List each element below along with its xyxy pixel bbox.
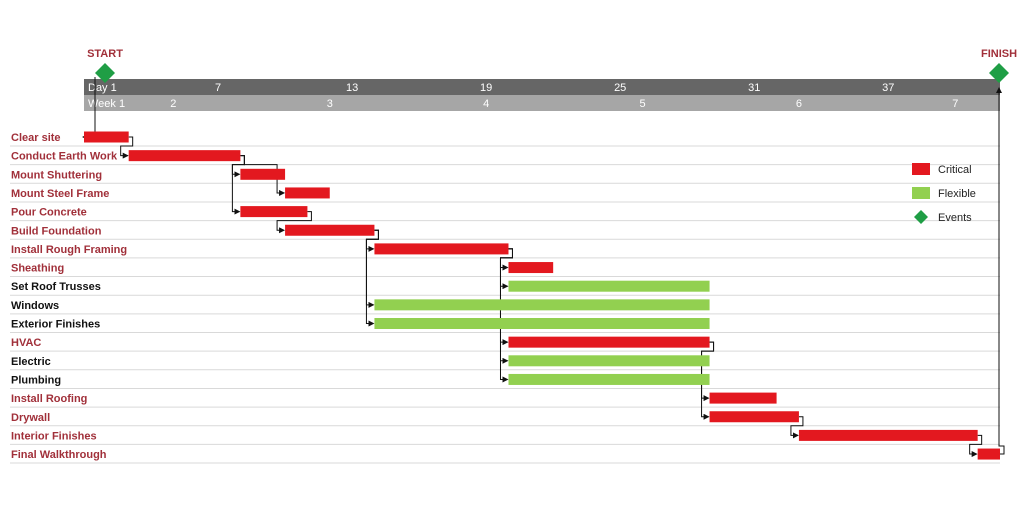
week-tick-label: 4	[483, 98, 489, 110]
task-label: Interior Finishes	[11, 430, 97, 442]
task-bar	[508, 262, 554, 274]
week-tick-label: Week 1	[88, 98, 125, 110]
task-label: Sheathing	[11, 263, 64, 275]
task-label: Clear site	[11, 132, 61, 144]
dependency-connector	[365, 229, 379, 308]
finish-diamond-icon	[989, 63, 1009, 83]
legend-swatch	[912, 187, 930, 199]
task-bar	[285, 187, 330, 199]
dependency-connector	[120, 136, 134, 159]
week-tick-label: 3	[327, 98, 333, 110]
start-event: START	[87, 48, 123, 83]
legend-diamond-icon	[914, 210, 928, 224]
task-bar	[84, 131, 129, 143]
task-label: Exterior Finishes	[11, 319, 100, 331]
legend-label: Flexible	[938, 188, 976, 200]
task-label: Install Roofing	[11, 393, 87, 405]
dependency-connector	[231, 155, 245, 215]
dependency-connectors	[82, 77, 1005, 458]
task-bar	[285, 224, 375, 236]
dependency-connector	[969, 434, 983, 458]
task-bar	[709, 392, 777, 404]
task-label: HVAC	[11, 337, 41, 349]
finish-event-label: FINISH	[981, 48, 1017, 60]
week-tick-label: 7	[952, 98, 958, 110]
task-bar	[508, 373, 710, 385]
task-bar	[128, 150, 241, 162]
day-tick-label: Day 1	[88, 82, 117, 94]
start-diamond-icon	[95, 63, 115, 83]
day-tick-label: 19	[480, 82, 492, 94]
legend: Critical Flexible Events	[912, 163, 976, 224]
task-label: Set Roof Trusses	[11, 281, 101, 293]
dependency-connector	[499, 248, 513, 383]
task-bar	[508, 280, 710, 292]
task-bar	[508, 336, 710, 348]
task-bars	[84, 131, 1000, 460]
task-label: Drywall	[11, 412, 50, 424]
day-tick-label: 13	[346, 82, 358, 94]
dependency-connector	[996, 87, 1005, 455]
task-bar	[374, 318, 710, 329]
task-labels: Clear site Conduct Earth Work Mount Shutte…	[11, 132, 127, 461]
task-bar	[709, 411, 799, 423]
day-tick-labels: Day 1 7 13 19 25 31 37	[88, 82, 894, 94]
day-tick-label: 7	[215, 82, 221, 94]
task-bar	[240, 168, 286, 180]
dependency-connector	[365, 229, 379, 327]
start-event-label: START	[87, 48, 123, 60]
day-tick-label: 31	[748, 82, 760, 94]
task-label: Final Walkthrough	[11, 449, 107, 461]
dependency-connector	[701, 341, 715, 420]
task-bar	[798, 429, 978, 441]
task-label: Conduct Earth Work	[11, 151, 118, 163]
week-tick-label: 2	[170, 98, 176, 110]
task-label: Mount Shuttering	[11, 169, 102, 181]
legend-swatch	[912, 163, 930, 175]
task-bar	[374, 299, 710, 311]
task-label: Install Rough Framing	[11, 244, 127, 256]
finish-event: FINISH	[981, 48, 1017, 83]
legend-label: Events	[938, 212, 972, 224]
row-gridlines	[10, 145, 1000, 464]
task-bar	[977, 448, 1000, 460]
task-label: Build Foundation	[11, 225, 102, 237]
task-label: Plumbing	[11, 374, 61, 386]
task-bar	[240, 206, 308, 218]
task-bar	[374, 243, 509, 255]
task-label: Mount Steel Frame	[11, 188, 109, 200]
task-label: Electric	[11, 356, 51, 368]
legend-label: Critical	[938, 164, 972, 176]
week-tick-labels: Week 1 2 3 4 5 6 7	[88, 98, 958, 110]
task-bar	[508, 355, 710, 367]
task-label: Pour Concrete	[11, 207, 87, 219]
dependency-connector	[276, 211, 312, 234]
task-label: Windows	[11, 300, 59, 312]
day-tick-label: 25	[614, 82, 626, 94]
day-timeline-band	[84, 79, 1000, 95]
week-timeline-band	[84, 95, 1000, 111]
week-tick-label: 5	[639, 98, 645, 110]
dependency-connector	[790, 416, 804, 439]
day-tick-label: 37	[882, 82, 894, 94]
week-tick-label: 6	[796, 98, 802, 110]
